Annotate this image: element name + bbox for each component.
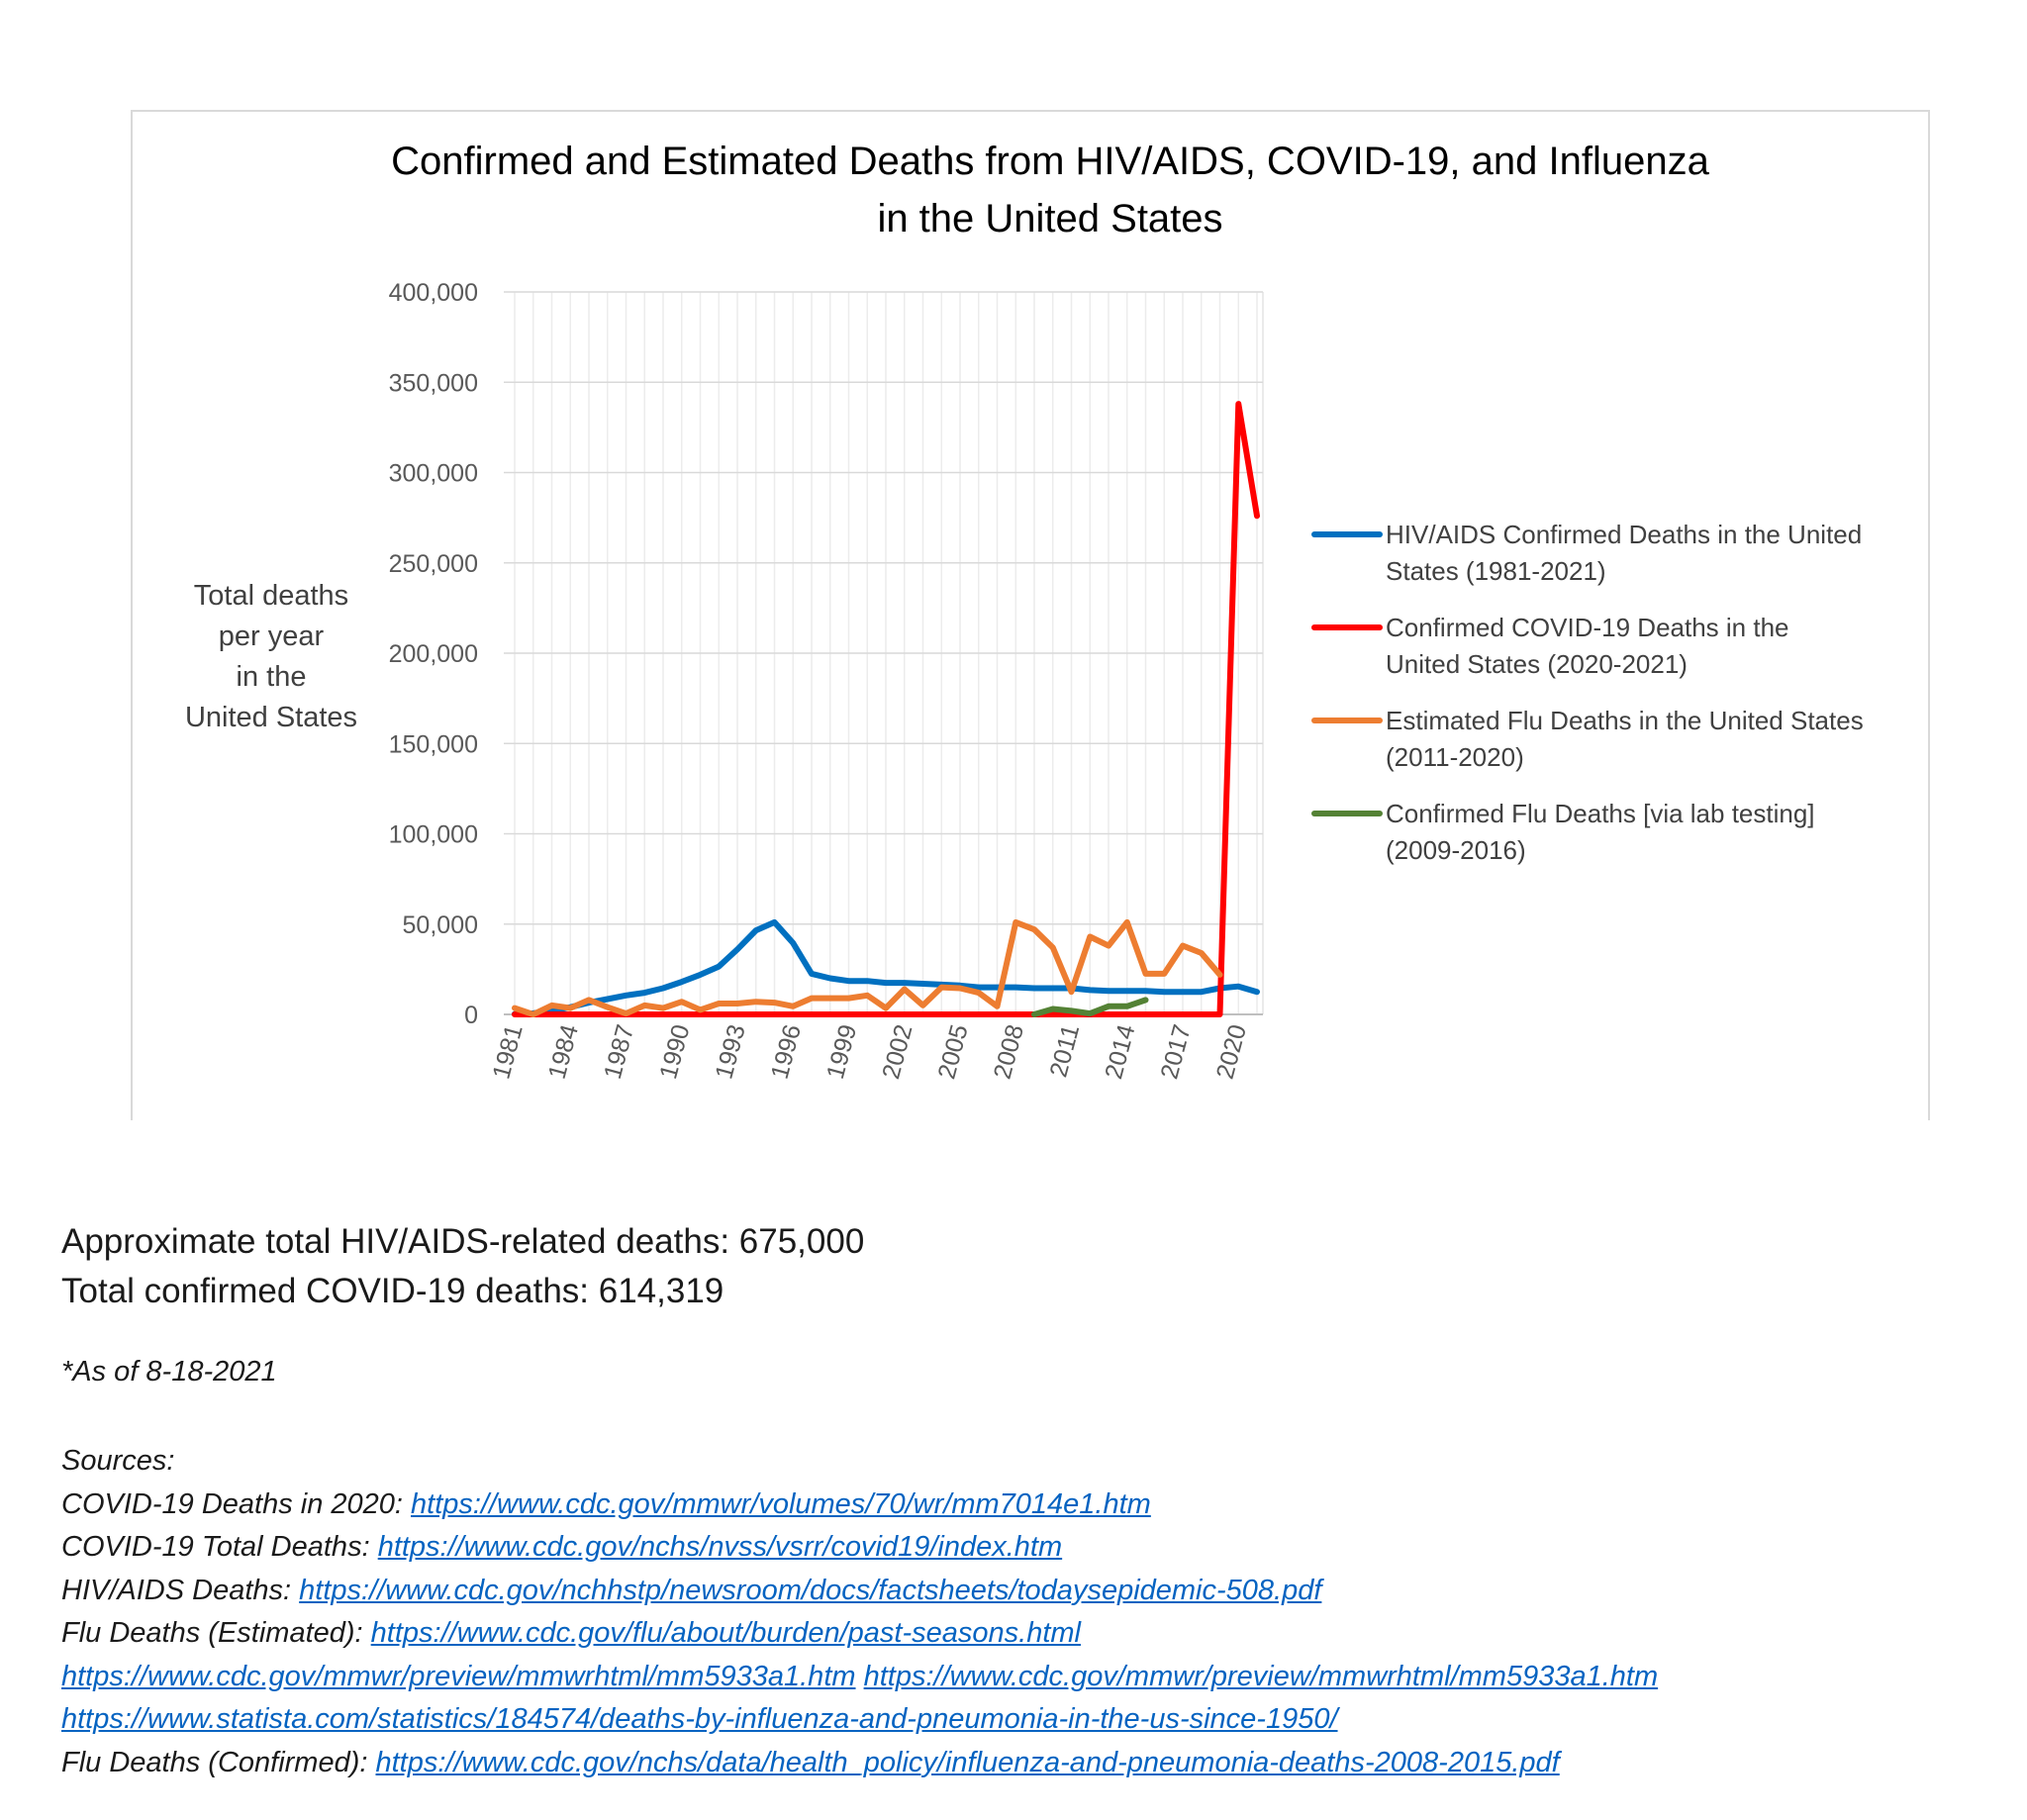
y-tick-label: 50,000 bbox=[403, 911, 478, 939]
x-tick-label: 1993 bbox=[710, 1021, 750, 1082]
x-tick-label: 2014 bbox=[1100, 1021, 1140, 1082]
legend-label: United States (2020-2021) bbox=[1386, 649, 1688, 679]
sources-header: Sources: bbox=[61, 1445, 175, 1477]
x-tick-label: 1984 bbox=[543, 1021, 584, 1082]
x-tick-label: 2005 bbox=[932, 1021, 973, 1082]
x-tick-label: 1987 bbox=[599, 1021, 639, 1082]
legend-label: Confirmed Flu Deaths [via lab testing] bbox=[1386, 799, 1815, 828]
source-link[interactable]: https://www.cdc.gov/nchs/data/health_pol… bbox=[375, 1746, 1560, 1778]
legend-label: Estimated Flu Deaths in the United State… bbox=[1386, 706, 1864, 735]
x-tick-label: 2020 bbox=[1211, 1021, 1252, 1082]
source-label: COVID-19 Total Deaths: bbox=[61, 1531, 378, 1563]
as-of-date: *As of 8-18-2021 bbox=[61, 1356, 277, 1388]
x-tick-label: 1990 bbox=[654, 1021, 695, 1082]
source-label: Flu Deaths (Estimated): bbox=[61, 1617, 371, 1649]
series-line bbox=[512, 918, 1223, 1017]
x-tick-label: 1996 bbox=[766, 1021, 807, 1082]
source-link[interactable]: https://www.cdc.gov/mmwr/preview/mmwrhtm… bbox=[863, 1660, 1659, 1692]
source-link[interactable]: https://www.cdc.gov/flu/about/burden/pas… bbox=[370, 1617, 1081, 1649]
y-axis-label: United States bbox=[185, 702, 357, 733]
y-tick-label: 250,000 bbox=[389, 550, 478, 578]
x-tick-label: 2017 bbox=[1155, 1021, 1196, 1082]
y-tick-label: 350,000 bbox=[389, 369, 478, 397]
source-link[interactable]: https://www.cdc.gov/nchhstp/newsroom/doc… bbox=[299, 1574, 1322, 1606]
source-line: Flu Deaths (Estimated): https://www.cdc.… bbox=[61, 1612, 2001, 1656]
chart-frame: 0 50,000 100,000 150,000 200,000 250,000 300,0… bbox=[131, 110, 1930, 1120]
x-tick-label: 2011 bbox=[1044, 1021, 1085, 1080]
legend-label: Confirmed COVID-19 Deaths in the bbox=[1386, 613, 1789, 642]
legend-label: (2009-2016) bbox=[1386, 835, 1526, 865]
legend-label: States (1981-2021) bbox=[1386, 556, 1606, 586]
hiv-total-text: Approximate total HIV/AIDS-related death… bbox=[61, 1222, 865, 1261]
x-tick-label: 2008 bbox=[989, 1021, 1029, 1082]
covid-total-text: Total confirmed COVID-19 deaths: 614,319 bbox=[61, 1272, 724, 1310]
source-line: HIV/AIDS Deaths: https://www.cdc.gov/nch… bbox=[61, 1570, 2001, 1613]
notes-section: Approximate total HIV/AIDS-related death… bbox=[61, 1217, 2001, 1784]
x-tick-label: 1999 bbox=[821, 1021, 862, 1082]
y-tick-label: 300,000 bbox=[389, 460, 478, 488]
source-link[interactable]: https://www.cdc.gov/mmwr/preview/mmwrhtm… bbox=[61, 1660, 856, 1692]
legend-label: HIV/AIDS Confirmed Deaths in the United bbox=[1386, 520, 1862, 549]
source-line: COVID-19 Deaths in 2020: https://www.cdc… bbox=[61, 1484, 2001, 1527]
source-line: COVID-19 Total Deaths: https://www.cdc.g… bbox=[61, 1526, 2001, 1570]
source-link[interactable]: https://www.cdc.gov/mmwr/volumes/70/wr/m… bbox=[411, 1487, 1151, 1520]
legend-label: (2011-2020) bbox=[1386, 742, 1524, 772]
source-lines: COVID-19 Deaths in 2020: https://www.cdc… bbox=[61, 1484, 2001, 1785]
y-axis-label: in the bbox=[237, 661, 307, 693]
y-tick-label: 150,000 bbox=[389, 730, 478, 758]
source-link[interactable]: https://www.cdc.gov/nchs/nvss/vsrr/covid… bbox=[377, 1531, 1063, 1563]
y-tick-label: 400,000 bbox=[389, 279, 478, 307]
y-tick-label: 200,000 bbox=[389, 640, 478, 668]
source-label: Flu Deaths (Confirmed): bbox=[61, 1746, 376, 1778]
y-tick-label: 100,000 bbox=[389, 821, 478, 849]
source-line: Flu Deaths (Confirmed): https://www.cdc.… bbox=[61, 1742, 2001, 1785]
source-link[interactable]: https://www.statista.com/statistics/1845… bbox=[61, 1703, 1338, 1735]
x-tick-label: 2002 bbox=[877, 1021, 917, 1082]
sources-list: Sources: COVID-19 Deaths in 2020: https:… bbox=[61, 1440, 2001, 1784]
series-line bbox=[512, 918, 1260, 1017]
source-line: https://www.cdc.gov/mmwr/preview/mmwrhtm… bbox=[61, 1656, 2001, 1699]
chart-title: Confirmed and Estimated Deaths from HIV/… bbox=[391, 140, 1709, 183]
series-line bbox=[1031, 997, 1149, 1017]
chart-title: in the United States bbox=[877, 197, 1222, 240]
y-axis-label: Total deaths bbox=[194, 580, 348, 612]
source-label: HIV/AIDS Deaths: bbox=[61, 1574, 300, 1606]
line-chart: 0 50,000 100,000 150,000 200,000 250,000 300,0… bbox=[185, 140, 1864, 1082]
source-label: COVID-19 Deaths in 2020: bbox=[61, 1487, 412, 1520]
series-line bbox=[512, 401, 1260, 1017]
source-line: https://www.statista.com/statistics/1845… bbox=[61, 1698, 2001, 1742]
y-tick-label: 0 bbox=[464, 1002, 478, 1029]
y-axis-label: per year bbox=[219, 621, 325, 652]
x-tick-label: 1981 bbox=[487, 1021, 528, 1082]
